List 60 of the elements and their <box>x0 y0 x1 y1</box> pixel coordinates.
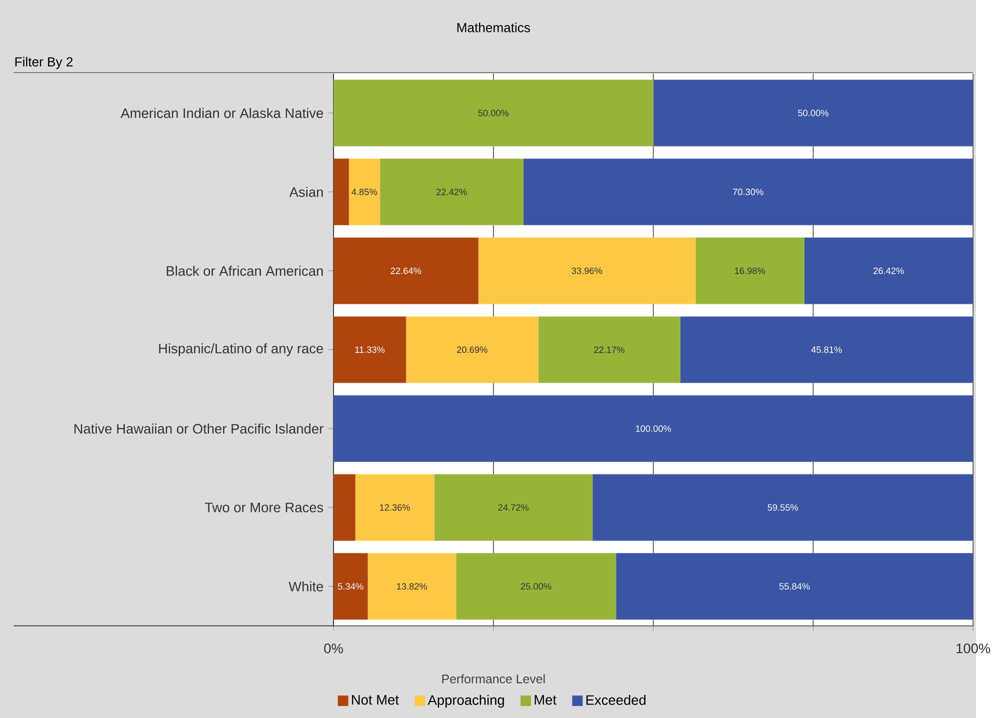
y-tick-label: White <box>288 581 324 592</box>
bar <box>538 316 680 384</box>
data-label: 5.34% <box>338 583 364 590</box>
bar <box>653 80 974 146</box>
legend-label: Exceeded <box>586 694 646 705</box>
bar <box>523 158 974 226</box>
bar <box>334 474 356 541</box>
bar <box>367 553 456 620</box>
bar <box>334 158 350 226</box>
data-label: 70.30% <box>733 188 764 196</box>
bar <box>434 474 593 541</box>
data-label: 22.17% <box>594 346 624 353</box>
bar <box>478 237 696 304</box>
chart-title: Mathematics <box>457 22 530 32</box>
bar <box>334 80 654 146</box>
data-label: 22.42% <box>436 188 467 196</box>
data-label: 59.55% <box>768 504 798 511</box>
data-label: 20.69% <box>457 346 488 353</box>
x-tick-label: 0% <box>324 644 343 654</box>
legend-label: Met <box>534 695 556 705</box>
data-label: 45.81% <box>811 346 842 353</box>
bar <box>334 237 479 304</box>
text: Filter By 2 <box>15 56 73 70</box>
bar <box>695 237 804 304</box>
bar <box>592 474 974 541</box>
data-label: 12.36% <box>380 504 410 511</box>
data-label: 100.00% <box>636 425 672 432</box>
bar <box>804 237 974 304</box>
legend-label: Approaching <box>428 694 504 708</box>
legend-title: Performance Level <box>442 674 545 684</box>
data-label: 13.82% <box>397 583 428 590</box>
data-label: 4.85% <box>352 188 378 196</box>
bar <box>334 395 974 462</box>
bar <box>456 553 616 620</box>
x-tick-label: 100% <box>956 644 990 654</box>
data-label: 24.72% <box>498 504 529 511</box>
y-tick-label: American Indian or Alaska Native <box>120 108 324 118</box>
data-label: 26.42% <box>874 268 904 274</box>
data-label: 22.64% <box>390 268 422 274</box>
data-label: 55.84% <box>779 583 810 590</box>
bar <box>334 553 368 620</box>
data-label: 50.00% <box>478 110 509 116</box>
data-label: 25.00% <box>520 583 552 590</box>
data-label: 50.00% <box>798 110 828 116</box>
y-tick-label: Hispanic/Latino of any race <box>159 343 324 356</box>
bar <box>348 158 380 226</box>
y-tick-label: Asian <box>289 186 323 197</box>
y-tick-label: Two or More Races <box>204 502 324 512</box>
bar <box>680 316 974 384</box>
bar <box>334 316 406 384</box>
bar <box>380 158 524 226</box>
data-label: 16.98% <box>734 268 766 274</box>
data-label: 33.96% <box>572 268 602 274</box>
data-label: 11.33% <box>355 346 385 353</box>
bar <box>406 316 538 384</box>
y-tick-label: Black or African American <box>166 266 323 276</box>
legend-label: Not Met <box>352 695 399 705</box>
bar <box>355 474 435 541</box>
bar <box>616 553 974 620</box>
y-tick-label: Native Hawaiian or Other Pacific Islander <box>74 424 324 434</box>
